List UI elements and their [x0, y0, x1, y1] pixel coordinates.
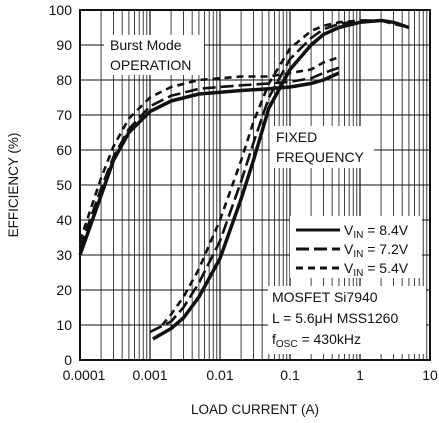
y-tick-labels: 0 10 20 30 40 50 60 70 80 90 100	[49, 2, 73, 368]
y-tick-label: 70	[56, 107, 72, 123]
legend-label-5.4v-value: = 5.4V	[363, 260, 408, 276]
series-0-curve-0	[78, 71, 340, 256]
legend-entry-5.4v: VIN = 5.4V	[296, 260, 409, 279]
y-tick-label: 0	[64, 352, 72, 368]
y-tick-label: 30	[56, 247, 72, 263]
x-tick-labels: 0.0001 0.001 0.01 0.1 1 10	[63, 367, 438, 383]
fixed-frequency-label-line1: FIXED	[276, 129, 317, 145]
legend-label-5.4v-sub: IN	[353, 268, 363, 279]
burst-mode-label-bg	[104, 35, 204, 75]
y-tick-label: 10	[56, 317, 72, 333]
burst-mode-label-line2: OPERATION	[110, 57, 191, 73]
fosc-label-value: = 430kHz	[298, 331, 361, 347]
x-axis-label: LOAD CURRENT (A)	[191, 402, 319, 417]
fixed-frequency-label-bg	[270, 126, 374, 168]
y-tick-label: 100	[49, 2, 73, 18]
y-tick-label: 90	[56, 37, 72, 53]
conditions-bg	[268, 286, 426, 354]
x-tick-label: 0.01	[206, 367, 233, 383]
svg-text:fOSC = 430kHz: fOSC = 430kHz	[272, 331, 361, 350]
legend-entry-7.2v: VIN = 7.2V	[296, 241, 409, 260]
x-tick-label: 0.0001	[63, 367, 106, 383]
series-2-curve-1	[161, 19, 373, 326]
series-1-curve-1	[149, 19, 403, 334]
mosfet-label: MOSFET Si7940	[272, 289, 378, 305]
svg-text:VIN = 7.2V: VIN = 7.2V	[344, 241, 409, 260]
inductor-label: L = 5.6μH MSS1260	[272, 310, 398, 326]
y-tick-label: 60	[56, 142, 72, 158]
x-tick-label: 10	[422, 367, 438, 383]
y-axis-label: EFFICIENCY (%)	[6, 133, 21, 238]
series-curves	[78, 18, 410, 341]
svg-text:VIN = 5.4V: VIN = 5.4V	[344, 260, 409, 279]
y-tick-label: 80	[56, 72, 72, 88]
legend-label-8.4v-sub: IN	[353, 230, 363, 241]
burst-mode-label-line1: Burst Mode	[110, 37, 182, 53]
fosc-label-main: f	[272, 331, 276, 347]
legend-label-7.2v-main: V	[344, 241, 354, 257]
legend-entry-8.4v: VIN = 8.4V	[296, 222, 409, 241]
legend-label-8.4v-value: = 8.4V	[363, 222, 408, 238]
x-tick-label: 1	[356, 367, 364, 383]
x-tick-label: 0.001	[132, 367, 167, 383]
y-tick-label: 20	[56, 282, 72, 298]
y-tick-label: 40	[56, 212, 72, 228]
plot-frame	[79, 9, 431, 361]
legend-label-7.2v-value: = 7.2V	[363, 241, 408, 257]
fixed-frequency-label-line2: FREQUENCY	[276, 149, 365, 165]
svg-text:VIN = 8.4V: VIN = 8.4V	[344, 222, 409, 241]
legend-label-7.2v-sub: IN	[353, 249, 363, 260]
legend-label-5.4v-main: V	[344, 260, 354, 276]
fosc-label-sub: OSC	[276, 339, 298, 350]
legend-label-8.4v-main: V	[344, 222, 354, 238]
series-1-curve-0	[78, 66, 340, 249]
y-tick-label: 50	[56, 177, 72, 193]
x-tick-label: 0.1	[280, 367, 300, 383]
